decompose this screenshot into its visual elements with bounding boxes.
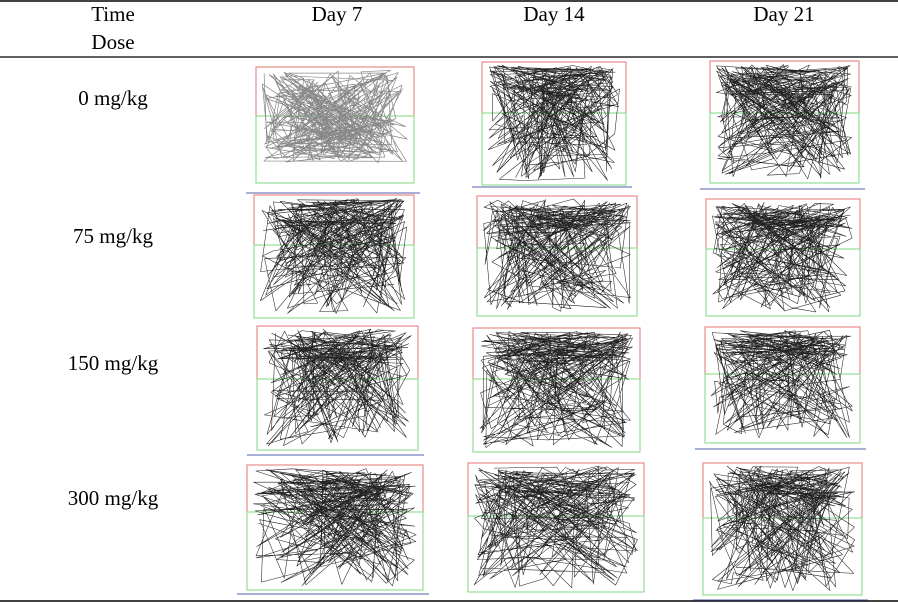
corner-bottom: Dose <box>91 30 134 54</box>
column-header: Day 21 <box>753 2 814 26</box>
track <box>715 64 853 180</box>
column-header: Day 7 <box>312 2 363 26</box>
zone-bottom <box>481 112 627 186</box>
track <box>483 198 631 312</box>
track <box>473 465 638 588</box>
track <box>253 468 417 587</box>
corner-top: Time <box>91 2 135 26</box>
column-header: Day 14 <box>523 2 585 26</box>
row-label: 75 mg/kg <box>73 224 153 248</box>
track <box>487 64 620 181</box>
track <box>479 331 633 448</box>
track-images <box>237 60 868 601</box>
track <box>263 328 412 447</box>
track <box>712 202 853 313</box>
track <box>260 197 407 314</box>
track <box>709 465 855 591</box>
track <box>710 329 853 439</box>
track <box>261 70 408 164</box>
zone-bottom <box>472 378 641 453</box>
row-label: 300 mg/kg <box>68 486 159 510</box>
zone-bottom <box>253 244 415 319</box>
row-label: 150 mg/kg <box>68 351 159 375</box>
zone-bottom <box>704 373 861 444</box>
zone-bottom <box>476 247 638 317</box>
row-label: 0 mg/kg <box>78 86 148 110</box>
